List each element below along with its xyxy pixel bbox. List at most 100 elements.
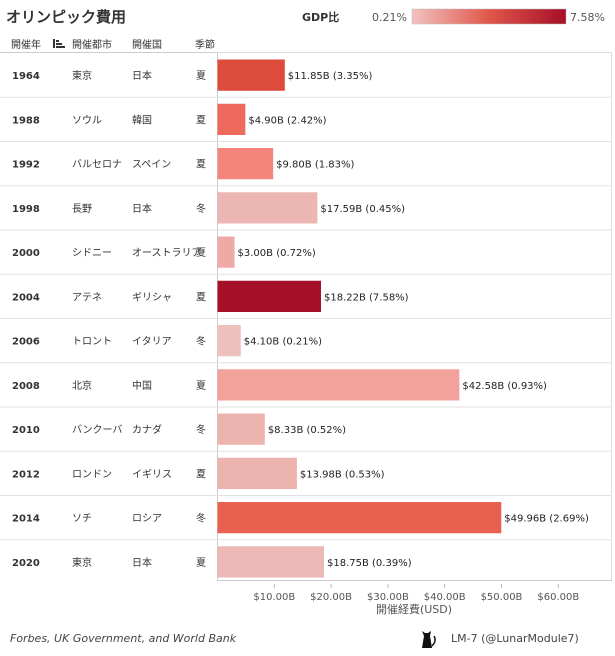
gdp-legend-min: 0.21%	[372, 11, 407, 24]
row-year: 2010	[12, 425, 40, 436]
row-season: 冬	[196, 202, 206, 215]
gdp-legend-max: 7.58%	[570, 11, 605, 24]
row-season: 冬	[196, 335, 206, 348]
row-country: カナダ	[132, 423, 162, 436]
gdp-legend-gradient	[411, 8, 567, 25]
bar-value-label: $17.59B (0.45%)	[320, 204, 405, 215]
row-country: ギリシャ	[132, 291, 172, 303]
row-city: 北京	[72, 379, 92, 392]
row-city: ソウル	[72, 114, 102, 126]
cost-bar[interactable]	[217, 59, 285, 91]
cost-bar[interactable]	[217, 502, 502, 534]
cost-bar[interactable]	[217, 413, 265, 445]
x-tick-label: $30.00B	[367, 592, 409, 603]
table-row: 2012 ロンドン イギリス 夏 $13.98B (0.53%)	[0, 450, 612, 489]
cost-bar[interactable]	[217, 280, 321, 312]
row-year: 1964	[12, 71, 40, 82]
row-country: 中国	[132, 379, 152, 392]
table-row: 2008 北京 中国 夏 $42.58B (0.93%)	[0, 362, 612, 401]
bar-value-label: $18.75B (0.39%)	[327, 558, 412, 569]
sort-descending-icon[interactable]	[53, 39, 65, 48]
bar-value-label: $9.80B (1.83%)	[276, 160, 354, 171]
cost-bar[interactable]	[217, 103, 246, 135]
x-tick-label: $10.00B	[253, 592, 295, 603]
x-tick-label: $60.00B	[537, 592, 579, 603]
cost-bar[interactable]	[217, 192, 318, 224]
x-tick-label: $50.00B	[481, 592, 523, 603]
column-header-season[interactable]: 季節	[195, 38, 215, 51]
row-city: バンクーバ	[72, 424, 122, 436]
row-country: スペイン	[132, 160, 171, 171]
table-row: 1998 長野 日本 冬 $17.59B (0.45%)	[0, 185, 612, 224]
cost-bar[interactable]	[217, 325, 241, 357]
bar-value-label: $8.33B (0.52%)	[268, 425, 346, 436]
row-city: ソチ	[72, 513, 92, 525]
row-season: 夏	[196, 159, 206, 171]
row-country: ロシア	[132, 514, 162, 525]
row-city: バルセロナ	[72, 159, 122, 171]
row-year: 2014	[12, 514, 40, 525]
row-country: 韓国	[132, 114, 152, 126]
row-season: 夏	[196, 247, 206, 259]
x-tick-label: $20.00B	[310, 592, 352, 603]
row-city: 東京	[72, 556, 92, 569]
cost-bar[interactable]	[217, 236, 235, 268]
x-tick-label: $40.00B	[424, 592, 466, 603]
data-rows: 1964 東京 日本夏 $11.85B (3.35%)1988 ソウル 韓国夏 $4.90B…	[0, 59, 612, 578]
row-year: 1992	[12, 160, 40, 171]
row-city: アテネ	[72, 291, 102, 303]
table-row: 2004 アテネ ギリシャ 夏 $18.22B (7.58%)	[0, 273, 612, 312]
column-header-year[interactable]: 開催年	[11, 38, 41, 51]
bar-value-label: $4.90B (2.42%)	[248, 115, 326, 126]
bar-value-label: $11.85B (3.35%)	[288, 71, 373, 82]
bar-value-label: $18.22B (7.58%)	[324, 292, 409, 303]
row-country: イタリア	[132, 336, 172, 348]
row-country: 日本	[132, 69, 152, 82]
chart-title: オリンピック費用	[6, 8, 126, 26]
cost-bar[interactable]	[217, 369, 460, 401]
row-city: トロント	[72, 337, 112, 348]
table-row: 2020 東京 日本 夏 $18.75B (0.39%)	[0, 539, 612, 578]
row-year: 1988	[12, 115, 40, 126]
table-row: 1964 東京 日本 夏 $11.85B (3.35%)	[12, 59, 373, 91]
row-city: 長野	[72, 203, 92, 215]
bar-value-label: $49.96B (2.69%)	[504, 514, 589, 525]
column-header-country[interactable]: 開催国	[132, 38, 162, 51]
cost-bar[interactable]	[217, 546, 325, 578]
row-year: 2004	[12, 292, 40, 303]
row-year: 1998	[12, 204, 40, 215]
table-row: 2010 バンクーバ カナダ 冬 $8.33B (0.52%)	[0, 406, 612, 445]
cost-bar[interactable]	[217, 148, 274, 180]
table-row: 1992 バルセロナ スペイン 夏 $9.80B (1.83%)	[0, 141, 612, 180]
row-year: 2008	[12, 381, 40, 392]
cost-bar[interactable]	[217, 457, 297, 489]
bar-value-label: $13.98B (0.53%)	[300, 469, 385, 480]
table-row: 2006 トロント イタリア 冬 $4.10B (0.21%)	[0, 318, 612, 357]
author-credit: LM-7 (@LunarModule7)	[451, 632, 579, 645]
source-credit: Forbes, UK Government, and World Bank	[10, 632, 237, 645]
row-country: オーストラリア	[132, 247, 202, 259]
row-season: 夏	[196, 380, 206, 392]
row-city: ロンドン	[72, 469, 112, 480]
row-season: 夏	[196, 468, 206, 480]
bar-value-label: $4.10B (0.21%)	[244, 337, 322, 348]
table-row: 1988 ソウル 韓国 夏 $4.90B (2.42%)	[0, 96, 612, 135]
row-city: シドニー	[72, 248, 112, 259]
x-axis-title: 開催経費(USD)	[376, 602, 452, 616]
row-country: 日本	[132, 556, 152, 569]
x-axis-ticks: $10.00B $20.00B $30.00B $40.00B $50.00B $60.0…	[253, 584, 579, 603]
column-header-city[interactable]: 開催都市	[72, 38, 112, 51]
row-season: 夏	[196, 114, 206, 126]
bar-value-label: $3.00B (0.72%)	[238, 248, 316, 259]
row-country: イギリス	[132, 468, 172, 480]
gdp-color-legend: GDP比 0.21% 7.58%	[302, 8, 605, 25]
row-season: 夏	[196, 70, 206, 82]
cat-icon	[422, 631, 436, 648]
row-season: 冬	[196, 423, 206, 436]
row-year: 2006	[12, 337, 40, 348]
row-season: 夏	[196, 291, 206, 303]
column-headers: 開催年 開催都市 開催国 季節	[11, 38, 215, 51]
gdp-legend-label: GDP比	[302, 10, 339, 24]
